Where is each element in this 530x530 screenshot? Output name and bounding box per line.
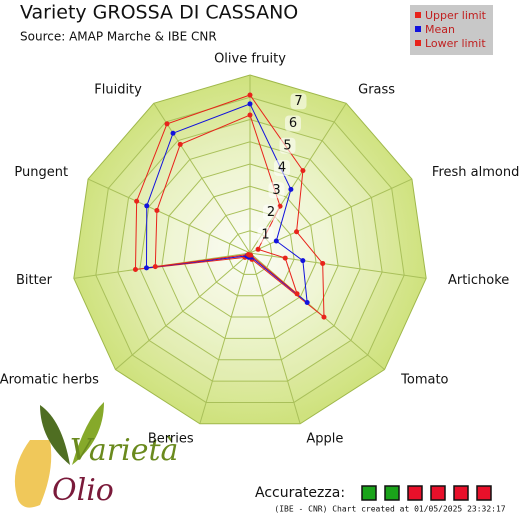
spoke: [115, 252, 251, 370]
data-point: [247, 112, 253, 118]
data-point: [177, 141, 183, 147]
data-point: [245, 251, 251, 257]
footer: (IBE - CNR) Chart created at 01/05/2025 …: [274, 505, 505, 514]
legend-swatch: [415, 40, 421, 46]
data-point: [144, 203, 150, 209]
accuracy-square: [453, 485, 469, 501]
chart-subtitle: Source: AMAP Marche & IBE CNR: [20, 30, 217, 44]
data-point: [282, 255, 288, 261]
data-point: [320, 260, 326, 266]
data-point: [255, 246, 261, 252]
logo-leaf: [40, 405, 70, 465]
data-point: [300, 168, 306, 174]
data-point: [294, 291, 300, 297]
data-point: [164, 121, 170, 127]
data-point: [273, 238, 279, 244]
data-point: [304, 300, 310, 306]
tick-label: 6: [289, 116, 297, 131]
category-label: Aromatic herbs: [0, 373, 99, 388]
legend-box: [410, 5, 493, 55]
tick-label-bg: [285, 115, 301, 132]
category-label: Apple: [306, 432, 343, 447]
accuracy-square: [430, 485, 446, 501]
tick-label-bg: [263, 204, 279, 221]
logo-leaf: [72, 402, 104, 465]
tick-label-bg: [290, 93, 307, 110]
category-label: Berries: [148, 432, 194, 447]
chart-title: Variety GROSSA DI CASSANO: [20, 2, 298, 24]
tick-label-bg: [274, 160, 290, 176]
tick-label-bg: [268, 182, 285, 199]
logo-shape: [14, 440, 52, 508]
spoke: [249, 252, 427, 279]
category-label: Grass: [358, 82, 395, 97]
spoke: [199, 252, 251, 424]
tick-label: 2: [267, 205, 275, 220]
tick-label-bg: [279, 137, 296, 154]
accuracy-square: [407, 485, 423, 501]
legend-label: Mean: [425, 23, 455, 36]
data-point: [154, 207, 160, 213]
spoke: [153, 102, 251, 254]
logo-text: Olio: [52, 473, 114, 508]
legend-swatch: [415, 26, 421, 32]
data-point: [170, 130, 176, 136]
tick-label: 4: [278, 161, 286, 176]
accuracy-label: Accuratezza:: [255, 485, 345, 501]
data-point: [152, 264, 158, 270]
accuracy-square: [361, 485, 377, 501]
tick-label: 1: [261, 227, 269, 242]
legend-swatch: [415, 12, 421, 18]
logo: Varietà Olio: [14, 402, 178, 508]
logo-text: Varietà: [70, 433, 178, 468]
data-point: [143, 265, 149, 271]
accuracy-square: [384, 485, 400, 501]
data-point: [321, 314, 327, 320]
category-label: Fresh almond: [432, 165, 519, 180]
category-label: Pungent: [14, 165, 68, 180]
tick-label: 7: [294, 94, 302, 109]
tick-label: 5: [283, 138, 291, 153]
legend-label: Lower limit: [425, 37, 486, 50]
tick-label-bg: [257, 226, 274, 243]
category-label: Olive fruity: [214, 52, 286, 67]
data-point: [132, 266, 138, 272]
data-point: [300, 258, 306, 264]
category-label: Bitter: [16, 273, 53, 288]
data-point: [288, 186, 294, 192]
data-point: [294, 229, 300, 235]
spoke: [249, 252, 301, 424]
accuracy-square: [476, 485, 492, 501]
data-point: [247, 92, 253, 98]
data-point: [134, 198, 140, 204]
category-label: Tomato: [400, 373, 448, 388]
data-point: [247, 101, 253, 107]
category-label: Fluidity: [94, 82, 142, 97]
legend-label: Upper limit: [425, 9, 487, 22]
spoke: [87, 178, 251, 254]
category-label: Artichoke: [448, 273, 509, 288]
tick-label: 3: [272, 183, 280, 198]
